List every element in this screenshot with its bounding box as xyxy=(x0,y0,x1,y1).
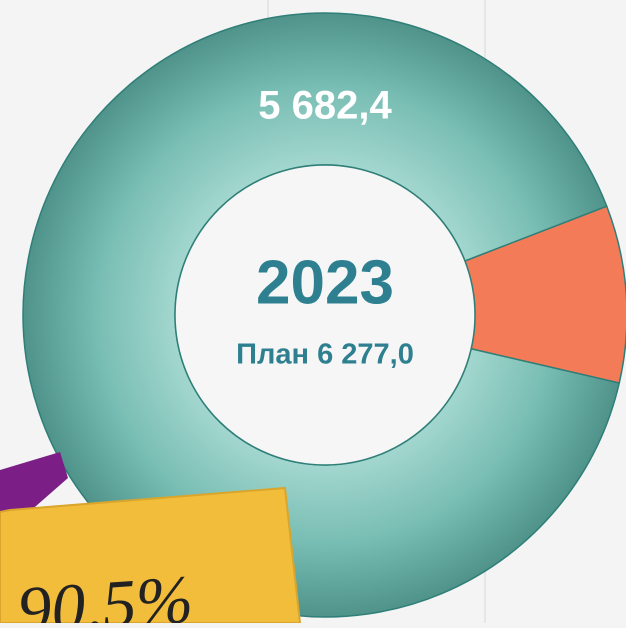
donut-hole xyxy=(174,164,476,466)
annotation: 90,5% xyxy=(15,560,196,623)
labels: 5 682,4 xyxy=(258,84,392,128)
sticky-note: 90,5% xyxy=(0,452,302,628)
value-label: 5 682,4 xyxy=(258,84,392,128)
pin xyxy=(0,452,68,520)
center-subtitle: План 6 277,0 xyxy=(236,339,414,371)
donut xyxy=(22,12,626,618)
center-title: 2023 xyxy=(256,248,394,317)
